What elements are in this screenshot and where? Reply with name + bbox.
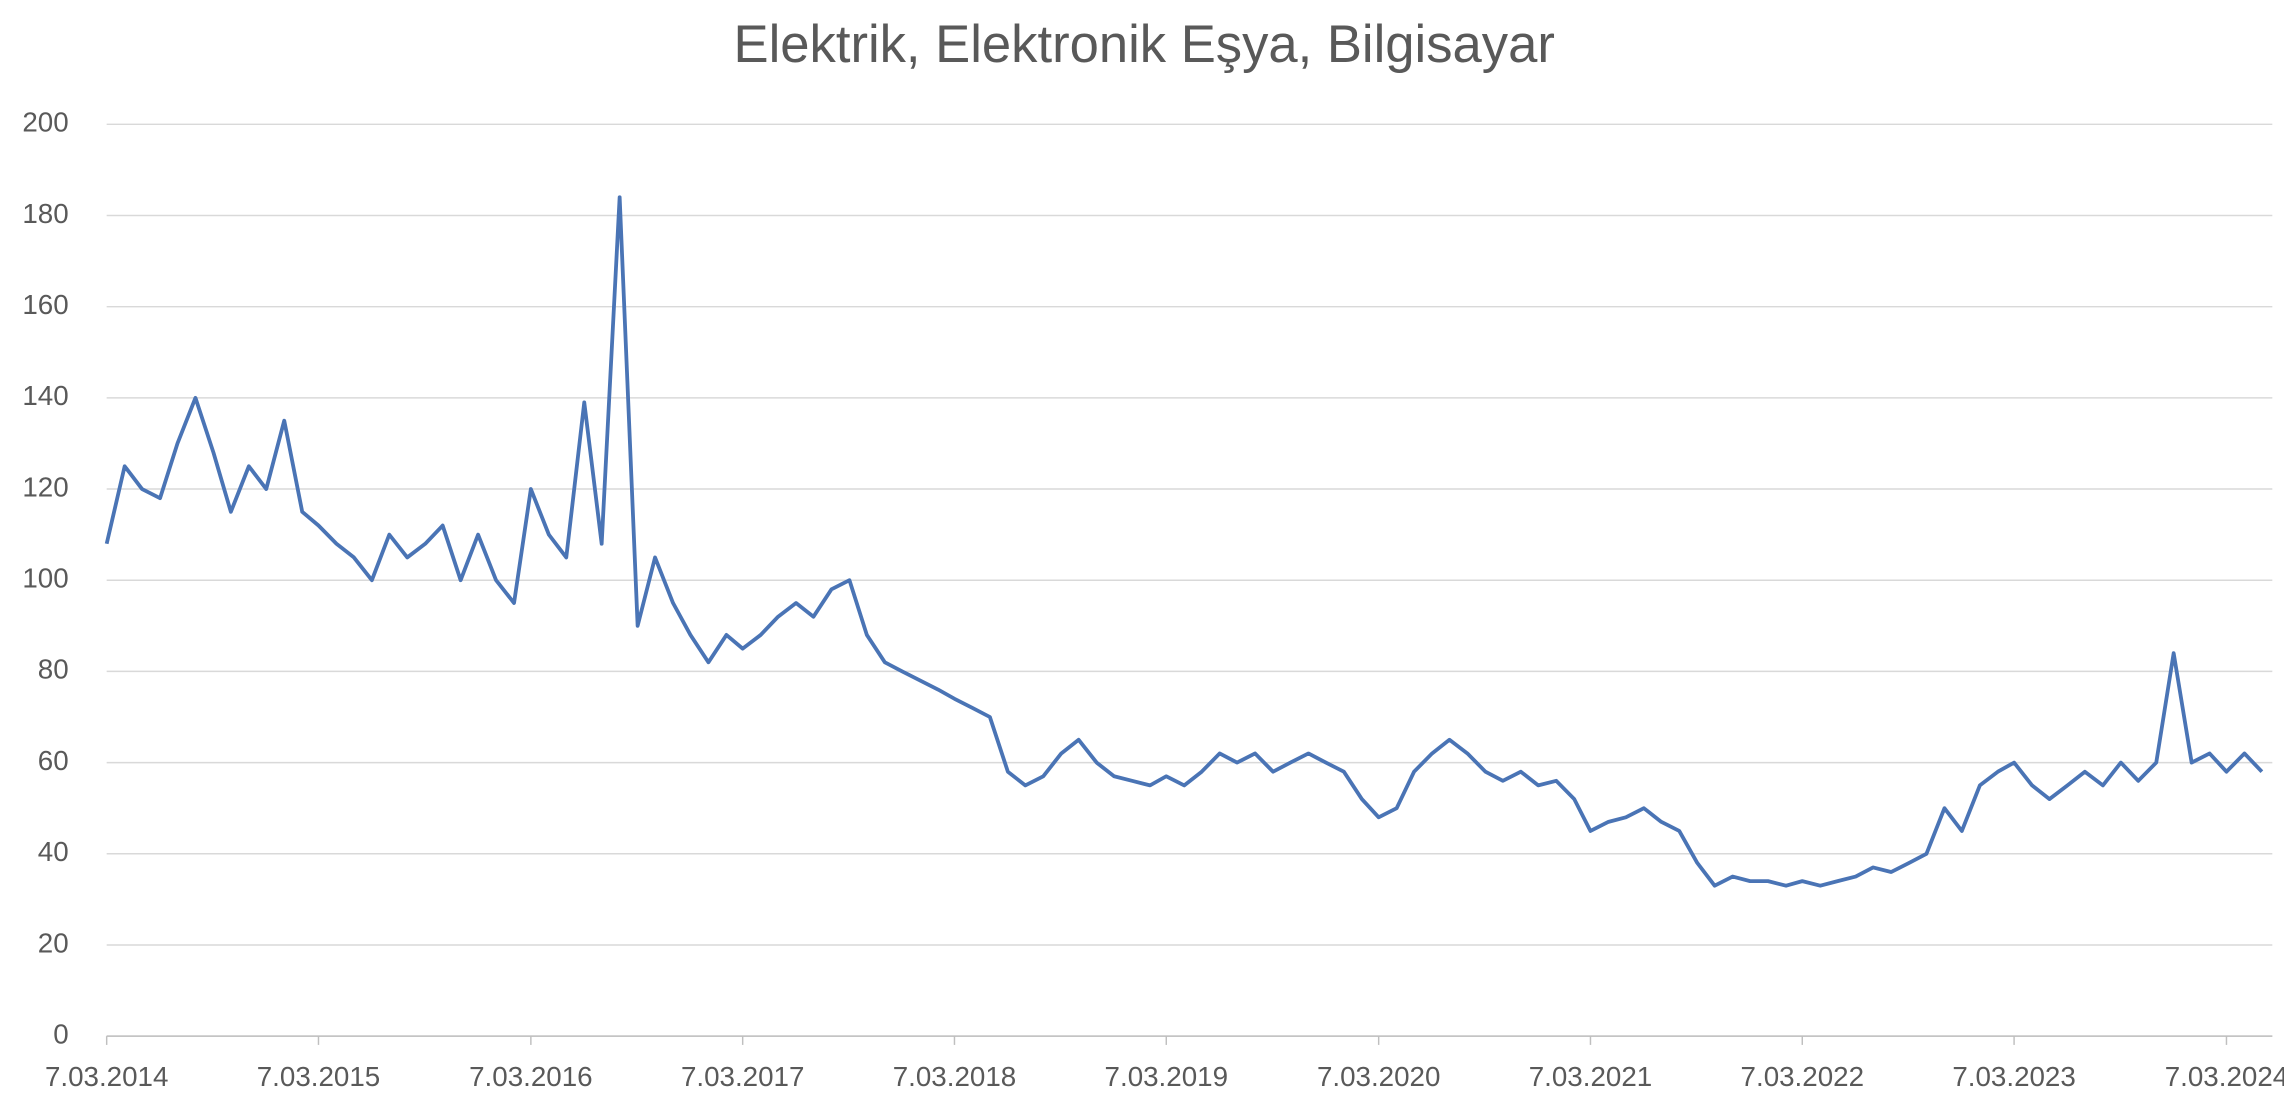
y-tick-label: 60 (38, 745, 69, 776)
y-tick-label: 160 (22, 289, 68, 320)
x-tick-label: 7.03.2019 (1105, 1061, 1228, 1092)
y-tick-label: 0 (53, 1018, 68, 1049)
x-tick-label: 7.03.2014 (45, 1061, 168, 1092)
x-tick-label: 7.03.2016 (469, 1061, 592, 1092)
chart-title: Elektrik, Elektronik Eşya, Bilgisayar (734, 15, 1555, 74)
x-tick-label: 7.03.2022 (1741, 1061, 1864, 1092)
y-tick-label: 140 (22, 380, 68, 411)
x-tick-label: 7.03.2021 (1529, 1061, 1652, 1092)
data-line (104, 195, 2264, 888)
y-tick-label: 20 (38, 927, 69, 958)
y-tick-label: 180 (22, 198, 68, 229)
y-tick-label: 40 (38, 836, 69, 867)
y-tick-label: 100 (22, 563, 68, 594)
y-tick-label: 120 (22, 471, 68, 502)
x-tick-label: 7.03.2024 (2165, 1061, 2284, 1092)
y-tick-label: 80 (38, 654, 69, 685)
y-tick-label: 200 (22, 107, 68, 138)
x-tick-label: 7.03.2020 (1317, 1061, 1440, 1092)
x-tick-label: 7.03.2023 (1952, 1061, 2075, 1092)
x-tick-label: 7.03.2015 (257, 1061, 380, 1092)
x-tick-label: 7.03.2018 (893, 1061, 1016, 1092)
x-tick-label: 7.03.2017 (681, 1061, 804, 1092)
